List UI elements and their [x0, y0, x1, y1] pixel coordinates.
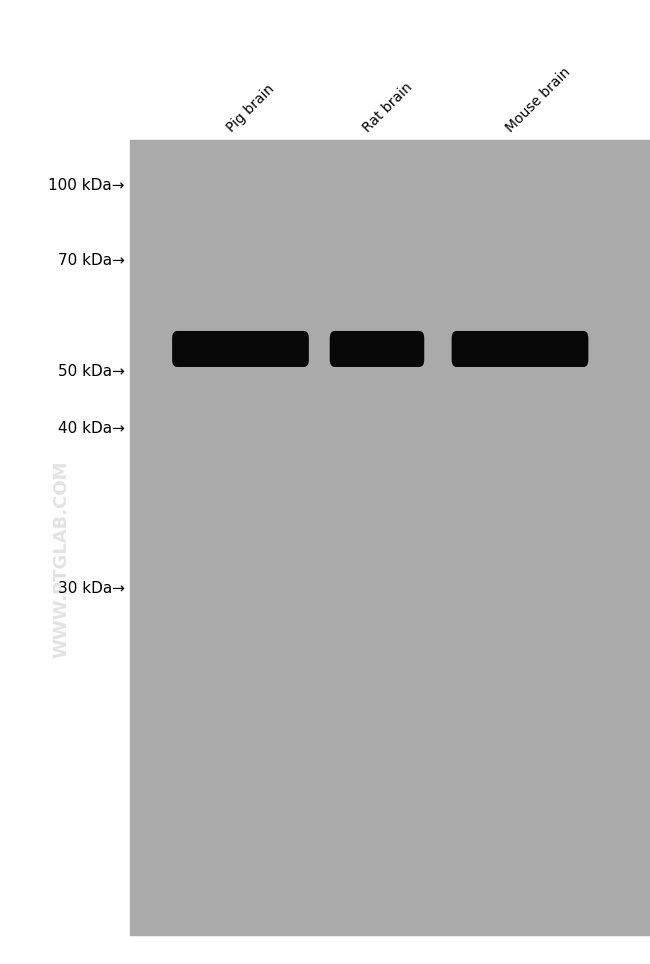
- Bar: [130, 140, 650, 935]
- FancyBboxPatch shape: [172, 331, 309, 367]
- Text: 100 kDa→: 100 kDa→: [48, 177, 125, 193]
- Text: 40 kDa→: 40 kDa→: [58, 421, 125, 437]
- Text: Mouse brain: Mouse brain: [504, 65, 574, 135]
- FancyBboxPatch shape: [330, 331, 424, 367]
- Text: Pig brain: Pig brain: [224, 82, 277, 135]
- Text: 70 kDa→: 70 kDa→: [58, 253, 125, 268]
- Text: WWW.PTGLAB.COM: WWW.PTGLAB.COM: [53, 461, 71, 657]
- Text: 30 kDa→: 30 kDa→: [58, 580, 125, 596]
- FancyBboxPatch shape: [452, 331, 588, 367]
- Text: 50 kDa→: 50 kDa→: [58, 363, 125, 379]
- Text: Rat brain: Rat brain: [361, 80, 415, 135]
